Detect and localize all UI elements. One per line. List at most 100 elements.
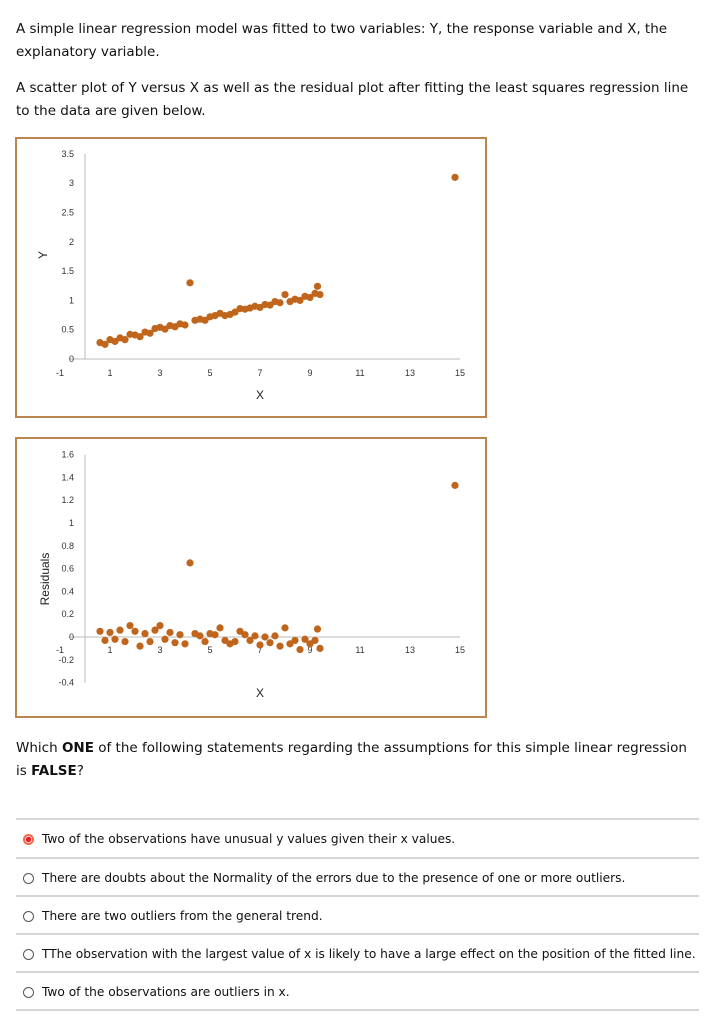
y-axis-label: Y — [36, 251, 50, 259]
data-point — [451, 173, 459, 181]
data-point — [196, 632, 204, 640]
x-axis-label: X — [256, 388, 264, 402]
data-point — [241, 631, 249, 639]
x-tick-label: 3 — [157, 645, 162, 655]
data-point — [181, 321, 189, 329]
x-tick-label: -1 — [56, 645, 64, 655]
q-post: ? — [76, 763, 84, 779]
data-point — [216, 624, 224, 632]
data-point — [281, 624, 289, 632]
data-point — [316, 644, 324, 652]
y-tick-label: -0.4 — [58, 678, 74, 688]
x-tick-label: -1 — [56, 368, 64, 378]
y-tick-label: 1.2 — [61, 495, 74, 505]
x-tick-label: 13 — [405, 645, 415, 655]
y-tick-label: 0.8 — [61, 541, 74, 551]
data-point — [266, 301, 274, 309]
data-point — [301, 635, 309, 643]
y-tick-label: 1.6 — [61, 450, 74, 460]
scatter-plot: 3.5 3 2.5 2 1.5 1 0.5 0 -1 1 3 5 7 9 11 13 15 X Y — [15, 137, 487, 418]
data-point — [306, 293, 314, 302]
data-point — [316, 290, 324, 299]
data-point — [136, 642, 144, 650]
x-tick-label: 3 — [157, 368, 162, 378]
answer-option[interactable]: There are doubts about the Normality of … — [16, 857, 699, 897]
data-point — [451, 481, 459, 489]
data-point — [131, 627, 139, 635]
y-tick-label: 0 — [69, 632, 74, 642]
data-point — [166, 628, 174, 637]
data-point — [111, 635, 119, 643]
radio-unselected[interactable] — [23, 872, 34, 884]
question-text: Which ONE of the following statements re… — [16, 737, 696, 783]
data-point — [161, 635, 169, 643]
data-point — [266, 639, 274, 647]
y-tick-label: 0.2 — [61, 609, 74, 619]
data-point — [296, 645, 304, 654]
data-point — [281, 290, 289, 299]
y-tick-label: 0 — [69, 354, 74, 364]
x-tick-label: 7 — [257, 645, 262, 655]
radio-selected[interactable] — [23, 833, 34, 845]
answer-option[interactable]: TThe observation with the largest value … — [16, 933, 699, 973]
data-point — [276, 299, 284, 307]
data-point — [291, 636, 299, 645]
q-mid: of the following statements regarding th… — [16, 740, 687, 779]
data-point — [313, 282, 322, 290]
y-tick-label: 2.5 — [61, 208, 74, 218]
y-axis-label: Residuals — [38, 553, 52, 606]
data-point — [101, 340, 109, 348]
data-point — [161, 325, 169, 333]
answer-option-label: TThe observation with the largest value … — [42, 947, 696, 961]
data-point — [181, 640, 189, 648]
answer-option[interactable]: Two of the observations are outliers in … — [16, 971, 699, 1011]
y-tick-label: 2 — [69, 237, 74, 247]
answer-option-label: There are doubts about the Normality of … — [42, 871, 626, 885]
data-point — [313, 625, 322, 633]
data-point — [231, 308, 239, 316]
x-tick-label: 5 — [207, 368, 212, 378]
radio-unselected[interactable] — [23, 986, 34, 998]
answer-option[interactable]: Two of the observations have unusual y v… — [16, 818, 699, 858]
y-tick-label: 1 — [69, 295, 74, 305]
data-point — [176, 631, 184, 639]
data-point — [211, 631, 219, 639]
x-tick-label: 11 — [355, 645, 364, 655]
answer-option[interactable]: There are two outliers from the general … — [16, 895, 699, 935]
x-tick-label: 13 — [405, 368, 415, 378]
data-point — [231, 637, 239, 646]
q-em-false: FALSE — [31, 763, 77, 779]
intro-paragraph-2: A scatter plot of Y versus X as well as … — [16, 80, 689, 119]
data-point — [141, 629, 149, 638]
x-tick-label: 5 — [207, 645, 212, 655]
data-point — [201, 316, 209, 324]
x-tick-label: 1 — [107, 645, 112, 655]
y-tick-label: 1.5 — [61, 266, 74, 276]
data-point — [256, 641, 264, 649]
data-point — [186, 279, 194, 287]
data-point — [111, 337, 119, 346]
y-tick-label: 3 — [69, 178, 74, 188]
data-point — [201, 637, 209, 646]
q-pre: Which — [16, 740, 62, 756]
data-point — [106, 628, 114, 637]
radio-unselected[interactable] — [23, 910, 34, 922]
x-tick-label: 15 — [455, 368, 465, 378]
data-point — [156, 622, 164, 630]
x-axis-label: X — [256, 686, 264, 700]
y-tick-label: 0.4 — [61, 586, 74, 596]
y-tick-label: 0.6 — [61, 564, 74, 574]
data-point — [246, 636, 254, 645]
y-tick-label: 1.4 — [61, 472, 74, 482]
data-point — [116, 626, 124, 634]
answer-option-label: Two of the observations have unusual y v… — [42, 832, 456, 846]
radio-unselected[interactable] — [23, 948, 34, 960]
data-point — [146, 329, 154, 337]
answer-option-label: There are two outliers from the general … — [42, 909, 323, 923]
data-point — [311, 636, 319, 645]
data-point — [121, 336, 129, 344]
data-point — [101, 636, 109, 645]
data-point — [121, 637, 129, 646]
data-point — [261, 633, 269, 641]
